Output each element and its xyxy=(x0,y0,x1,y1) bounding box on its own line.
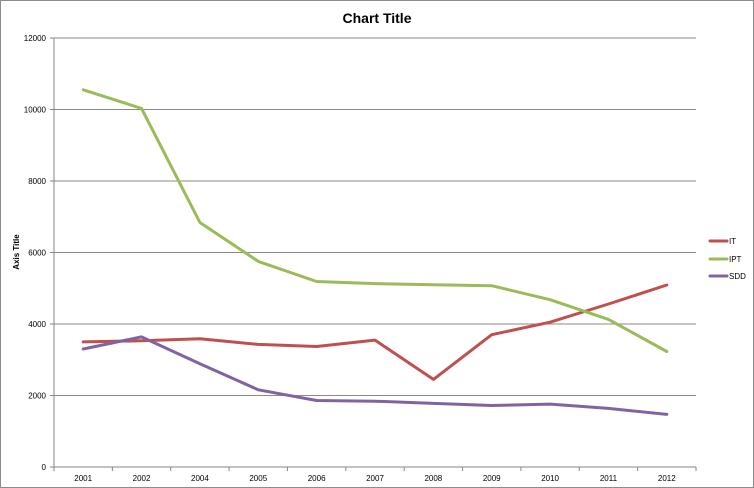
y-tick-label: 0 xyxy=(42,463,47,472)
series-lines xyxy=(81,88,669,416)
series-line-it xyxy=(81,283,669,381)
chart-title: Chart Title xyxy=(343,10,412,26)
y-tick-label: 6000 xyxy=(28,249,46,258)
gridlines xyxy=(50,37,696,468)
y-axis-title: Axis Title xyxy=(12,234,21,270)
x-tick-label: 2008 xyxy=(424,474,442,483)
y-tick-label: 10000 xyxy=(24,106,47,115)
x-axis-ticks: 2001 2002 2004 2005 2006 2007 2008 2009 2010 2011… xyxy=(53,467,697,483)
x-tick-label: 2004 xyxy=(191,474,209,483)
x-tick-label: 2012 xyxy=(658,474,676,483)
y-tick-label: 2000 xyxy=(28,392,46,401)
legend-label-sdd: SDD xyxy=(729,272,746,281)
x-tick-label: 2006 xyxy=(308,474,326,483)
x-tick-label: 2002 xyxy=(133,474,151,483)
x-tick-label: 2007 xyxy=(366,474,384,483)
legend-label-ipt: IPT xyxy=(729,255,742,264)
legend-label-it: IT xyxy=(729,237,736,246)
x-tick-label: 2005 xyxy=(249,474,267,483)
legend: IT IPT SDD xyxy=(708,237,746,281)
y-tick-label: 8000 xyxy=(28,177,46,186)
series-line-sdd xyxy=(81,335,669,416)
y-tick-label: 12000 xyxy=(24,34,47,43)
series-line-ipt xyxy=(81,88,669,353)
y-tick-label: 4000 xyxy=(28,320,46,329)
x-tick-label: 2001 xyxy=(74,474,92,483)
x-tick-label: 2010 xyxy=(541,474,559,483)
x-tick-label: 2009 xyxy=(483,474,501,483)
y-axis-ticks: 0 2000 4000 6000 8000 10000 12000 xyxy=(24,34,47,472)
x-tick-label: 2011 xyxy=(600,474,618,483)
